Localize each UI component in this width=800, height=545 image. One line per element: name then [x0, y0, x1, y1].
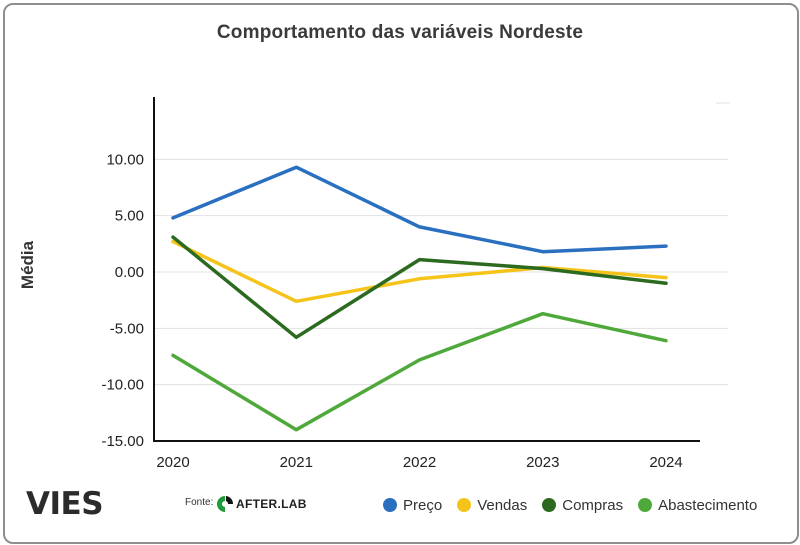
series-line-vendas [171, 239, 668, 304]
axes [153, 97, 700, 442]
x-tick-label: 2022 [403, 454, 436, 471]
legend-item: Compras [542, 497, 623, 514]
x-tick-labels: 2020 2021 2022 2023 2024 [156, 454, 682, 471]
series-line-preço [171, 165, 668, 254]
legend-label: Compras [562, 496, 624, 514]
legend-label: Vendas [477, 496, 528, 514]
series-line-compras [171, 235, 668, 340]
y-tick-label: -10.00 [101, 377, 144, 394]
source-label: Fonte: [185, 497, 214, 508]
y-tick-labels: 10.00 5.00 0.00 -5.00 -10.00 -15.00 [101, 151, 144, 450]
y-tick-label: -15.00 [101, 433, 144, 450]
legend-item: Abastecimento [638, 497, 757, 514]
series-line-abastecimento [171, 311, 668, 432]
vies-logo: VIES [26, 486, 104, 522]
legend-swatch [383, 498, 397, 512]
legend: Preço Vendas Compras Abastecimento [383, 494, 772, 516]
x-tick-label: 2021 [280, 454, 313, 471]
y-tick-label: 0.00 [115, 264, 144, 281]
x-tick-label: 2020 [156, 454, 189, 471]
chart-title: Comportamento das variáveis Nordeste [216, 22, 584, 43]
legend-item: Preço [383, 497, 442, 514]
x-tick-label: 2024 [649, 454, 682, 471]
gridlines [154, 102, 730, 386]
y-tick-label: -5.00 [110, 320, 144, 337]
legend-swatch [542, 498, 557, 512]
legend-swatch [638, 498, 653, 512]
chart-frame [3, 3, 799, 544]
series-lines [171, 165, 668, 432]
legend-label: Abastecimento [658, 496, 758, 514]
legend-label: Preço [403, 496, 443, 514]
y-tick-label: 10.00 [106, 151, 144, 168]
afterlab-icon [217, 496, 234, 512]
source-name: AFTER.LAB [236, 497, 307, 511]
legend-swatch [457, 498, 472, 512]
x-tick-label: 2023 [526, 454, 559, 471]
legend-item: Vendas [457, 497, 527, 514]
y-tick-label: 5.00 [115, 208, 144, 225]
